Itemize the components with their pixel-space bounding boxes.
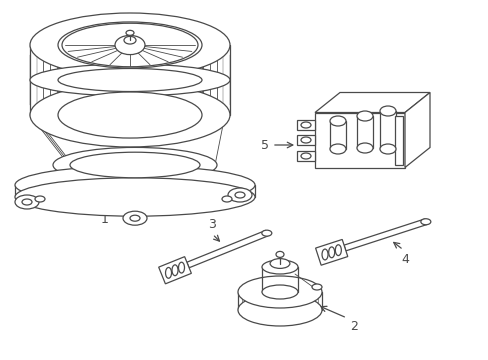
Polygon shape [394,116,402,165]
Ellipse shape [235,192,244,198]
Text: 5: 5 [261,139,268,152]
Ellipse shape [301,137,310,143]
Ellipse shape [262,260,297,274]
Ellipse shape [329,144,346,154]
Ellipse shape [262,285,297,299]
Ellipse shape [356,111,372,121]
Ellipse shape [58,68,202,91]
Polygon shape [296,120,314,130]
Ellipse shape [379,106,395,116]
Polygon shape [404,93,429,167]
Ellipse shape [311,284,321,290]
Ellipse shape [22,199,32,205]
Ellipse shape [172,265,178,276]
Ellipse shape [238,294,321,326]
Ellipse shape [115,35,145,55]
Ellipse shape [329,116,346,126]
Ellipse shape [53,147,217,183]
Polygon shape [344,219,426,251]
Ellipse shape [30,83,229,147]
Polygon shape [315,239,347,265]
Polygon shape [296,151,314,161]
Ellipse shape [275,251,284,257]
Polygon shape [329,121,346,149]
Ellipse shape [178,262,184,273]
Ellipse shape [322,249,327,260]
Ellipse shape [126,30,134,35]
Polygon shape [186,230,267,268]
Ellipse shape [15,195,39,209]
Ellipse shape [301,122,310,128]
Polygon shape [314,93,429,113]
Ellipse shape [227,188,251,202]
Text: 1: 1 [101,213,109,226]
Ellipse shape [123,211,147,225]
Ellipse shape [124,36,136,44]
Ellipse shape [301,153,310,159]
Ellipse shape [356,143,372,153]
Ellipse shape [15,166,254,204]
Ellipse shape [269,258,289,269]
Ellipse shape [238,276,321,308]
Polygon shape [158,257,191,284]
Text: 4: 4 [401,253,408,266]
Ellipse shape [15,178,254,216]
Ellipse shape [58,22,202,68]
Polygon shape [296,135,314,145]
Text: 2: 2 [349,320,357,333]
Ellipse shape [130,215,140,221]
Ellipse shape [165,267,171,278]
Ellipse shape [62,23,198,67]
Ellipse shape [420,219,430,225]
Polygon shape [356,116,372,148]
Ellipse shape [70,152,200,178]
Polygon shape [314,113,404,167]
Ellipse shape [30,13,229,77]
Text: 3: 3 [208,218,216,231]
Ellipse shape [35,196,45,202]
Ellipse shape [58,92,202,138]
Ellipse shape [335,245,341,256]
Ellipse shape [261,230,271,236]
Ellipse shape [379,144,395,154]
Polygon shape [379,111,395,149]
Ellipse shape [328,247,334,258]
Ellipse shape [30,64,229,96]
Ellipse shape [222,196,231,202]
